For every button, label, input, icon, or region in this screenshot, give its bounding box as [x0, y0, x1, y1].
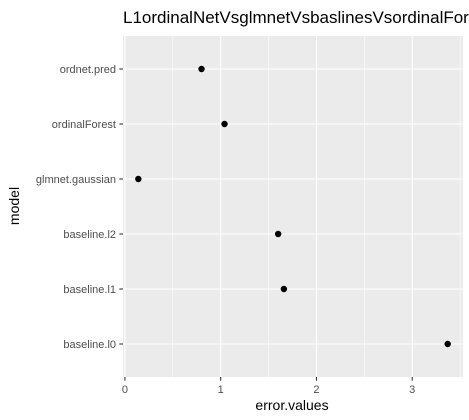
data-point-baseline-l0: [444, 341, 450, 347]
y-tick-label: ordinalForest: [52, 119, 116, 131]
x-tick-label: 3: [409, 384, 415, 396]
y-axis-title: model: [6, 187, 22, 225]
chart-title: L1ordinalNetVsglmnetVsbaslinesVsordinalF…: [123, 8, 469, 27]
data-point-glmnet-gaussian: [135, 176, 141, 182]
y-tick-label: baseline.l1: [63, 284, 116, 296]
y-axis: baseline.l0 baseline.l1 baseline.l2 glmnet.…: [36, 64, 123, 351]
data-point-ordinalForest: [221, 121, 227, 127]
y-tick-label: glmnet.gaussian: [36, 174, 116, 186]
x-tick-label: 2: [313, 384, 319, 396]
x-tick-label: 1: [218, 384, 224, 396]
x-tick-label: 0: [122, 384, 128, 396]
y-tick-label: baseline.l2: [63, 229, 116, 241]
y-tick-label: ordnet.pred: [60, 64, 116, 76]
x-axis-title: error.values: [255, 397, 328, 413]
x-axis: 0 1 2 3: [122, 377, 415, 396]
y-tick-label: baseline.l0: [63, 339, 116, 351]
data-point-baseline-l2: [275, 231, 281, 237]
data-point-ordnet-pred: [198, 66, 204, 72]
data-point-baseline-l1: [281, 286, 287, 292]
